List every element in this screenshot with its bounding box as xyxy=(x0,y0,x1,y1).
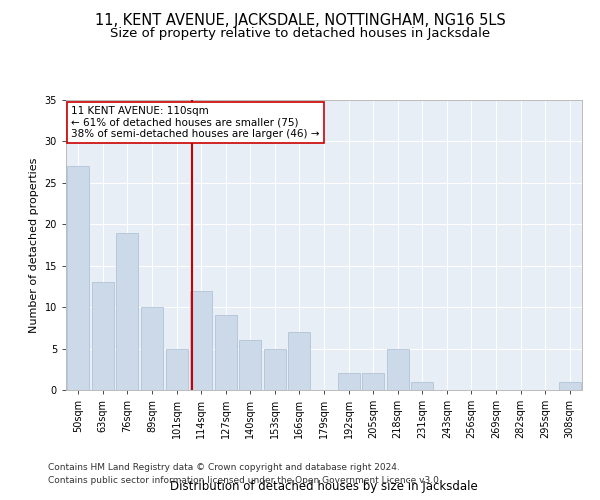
Text: 11 KENT AVENUE: 110sqm
← 61% of detached houses are smaller (75)
38% of semi-det: 11 KENT AVENUE: 110sqm ← 61% of detached… xyxy=(71,106,320,139)
Text: Size of property relative to detached houses in Jacksdale: Size of property relative to detached ho… xyxy=(110,28,490,40)
Bar xyxy=(559,382,581,390)
Bar xyxy=(67,166,89,390)
Text: Contains public sector information licensed under the Open Government Licence v3: Contains public sector information licen… xyxy=(48,476,442,485)
Bar xyxy=(92,282,114,390)
Bar xyxy=(141,307,163,390)
Bar xyxy=(239,340,262,390)
Bar xyxy=(264,348,286,390)
Bar xyxy=(386,348,409,390)
Bar xyxy=(411,382,433,390)
Text: Contains HM Land Registry data © Crown copyright and database right 2024.: Contains HM Land Registry data © Crown c… xyxy=(48,464,400,472)
Bar xyxy=(190,290,212,390)
Bar xyxy=(166,348,188,390)
Bar xyxy=(215,316,237,390)
X-axis label: Distribution of detached houses by size in Jacksdale: Distribution of detached houses by size … xyxy=(170,480,478,493)
Y-axis label: Number of detached properties: Number of detached properties xyxy=(29,158,39,332)
Bar xyxy=(116,232,139,390)
Text: 11, KENT AVENUE, JACKSDALE, NOTTINGHAM, NG16 5LS: 11, KENT AVENUE, JACKSDALE, NOTTINGHAM, … xyxy=(95,12,505,28)
Bar xyxy=(289,332,310,390)
Bar xyxy=(362,374,384,390)
Bar xyxy=(338,374,359,390)
